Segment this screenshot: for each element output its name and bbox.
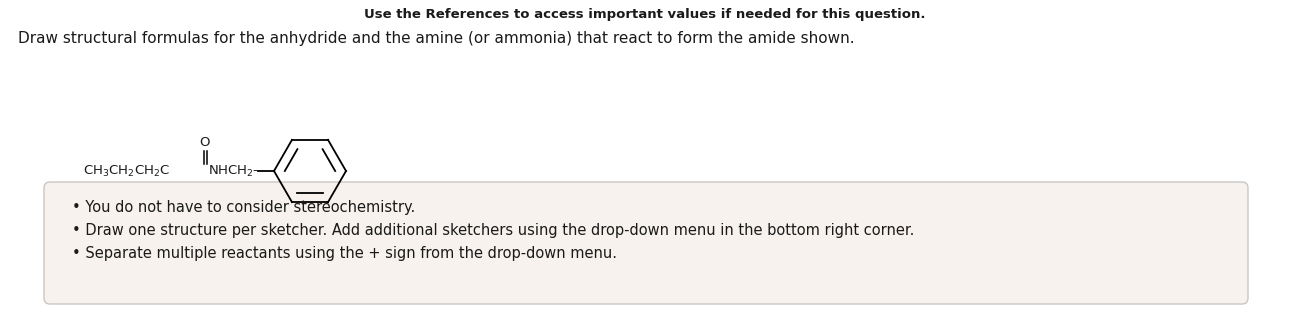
Text: CH$_3$CH$_2$CH$_2$C: CH$_3$CH$_2$CH$_2$C: [83, 163, 170, 179]
Text: NHCH$_2$–: NHCH$_2$–: [208, 163, 261, 179]
FancyBboxPatch shape: [44, 182, 1247, 304]
Text: • Separate multiple reactants using the + sign from the drop-down menu.: • Separate multiple reactants using the …: [72, 246, 617, 261]
Text: Draw structural formulas for the anhydride and the amine (or ammonia) that react: Draw structural formulas for the anhydri…: [18, 31, 854, 46]
Text: • Draw one structure per sketcher. Add additional sketchers using the drop-down : • Draw one structure per sketcher. Add a…: [72, 223, 915, 238]
Text: • You do not have to consider stereochemistry.: • You do not have to consider stereochem…: [72, 200, 415, 215]
Text: Use the References to access important values if needed for this question.: Use the References to access important v…: [364, 8, 926, 21]
Text: O: O: [200, 136, 210, 149]
